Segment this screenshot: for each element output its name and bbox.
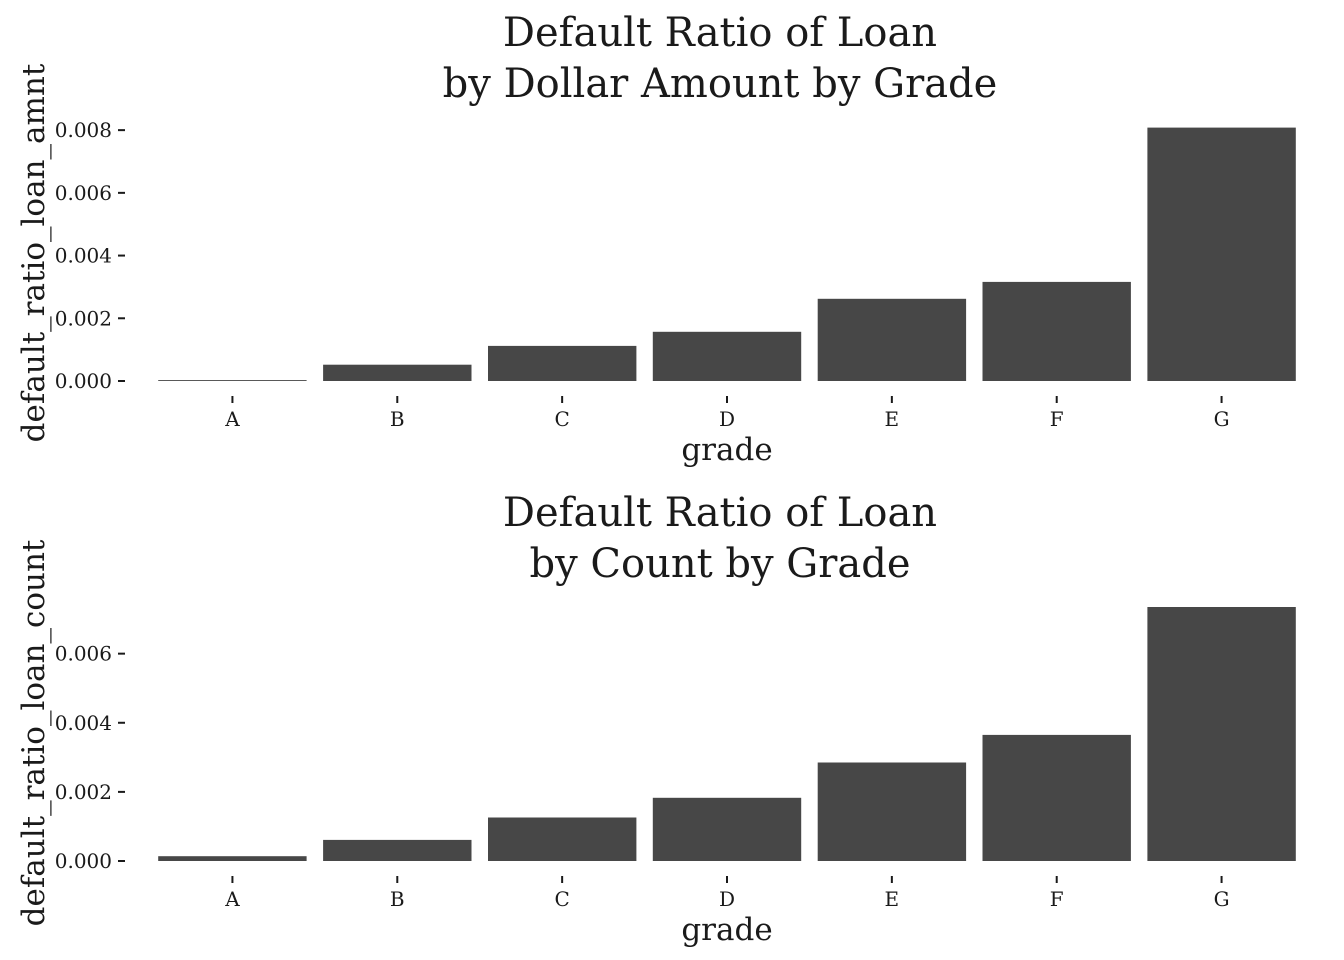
x-axis-title: grade	[681, 912, 772, 948]
chart-title-line: by Dollar Amount by Grade	[443, 61, 998, 107]
x-tick-label: A	[224, 887, 240, 911]
bar-C	[488, 345, 637, 381]
x-tick-label: F	[1050, 887, 1064, 911]
y-tick-label: 0.000	[55, 369, 112, 393]
x-tick-label: D	[719, 407, 735, 431]
chart-panel-2: Default Ratio of Loan by Count by Grade A B…	[16, 490, 1296, 948]
y-tick-label: 0.000	[55, 849, 112, 873]
x-tick-label: C	[554, 887, 569, 911]
bar-F	[982, 734, 1131, 861]
x-tick-label: C	[554, 407, 569, 431]
bar-G	[1147, 127, 1296, 381]
x-tick-label: G	[1214, 887, 1230, 911]
bar-B	[323, 839, 472, 861]
y-tick-label: 0.004	[55, 244, 112, 268]
x-tick-label: F	[1050, 407, 1064, 431]
bar-E	[817, 298, 967, 381]
y-tick-label: 0.002	[55, 306, 112, 330]
chart-title-line: Default Ratio of Loan	[503, 10, 937, 56]
y-tick-label: 0.002	[55, 780, 112, 804]
x-tick-label: A	[224, 407, 240, 431]
bar-D	[652, 797, 802, 861]
x-tick-label: G	[1214, 407, 1230, 431]
x-tick-label: B	[390, 407, 405, 431]
bar-B	[323, 364, 472, 381]
y-axis-title: default_ratio_loan_amnt	[16, 63, 52, 442]
chart-title-line: by Count by Grade	[529, 541, 910, 587]
chart-panel-1: Default Ratio of Loan by Dollar Amount by…	[16, 10, 1296, 468]
x-axis-title: grade	[681, 432, 772, 468]
y-tick-label: 0.006	[55, 181, 112, 205]
bar-F	[982, 281, 1131, 381]
bar-G	[1147, 607, 1296, 861]
bar-A	[158, 380, 307, 381]
y-axis-title: default_ratio_loan_count	[16, 539, 52, 926]
bar-E	[817, 762, 967, 861]
chart-title-line: Default Ratio of Loan	[503, 490, 937, 536]
y-tick-label: 0.004	[55, 711, 112, 735]
x-tick-label: D	[719, 887, 735, 911]
y-tick-label: 0.006	[55, 642, 112, 666]
x-tick-label: E	[885, 887, 900, 911]
y-tick-label: 0.008	[55, 118, 112, 142]
bar-A	[158, 856, 307, 861]
bar-D	[652, 331, 802, 381]
x-tick-label: B	[390, 887, 405, 911]
x-tick-label: E	[885, 407, 900, 431]
bar-C	[488, 817, 637, 861]
